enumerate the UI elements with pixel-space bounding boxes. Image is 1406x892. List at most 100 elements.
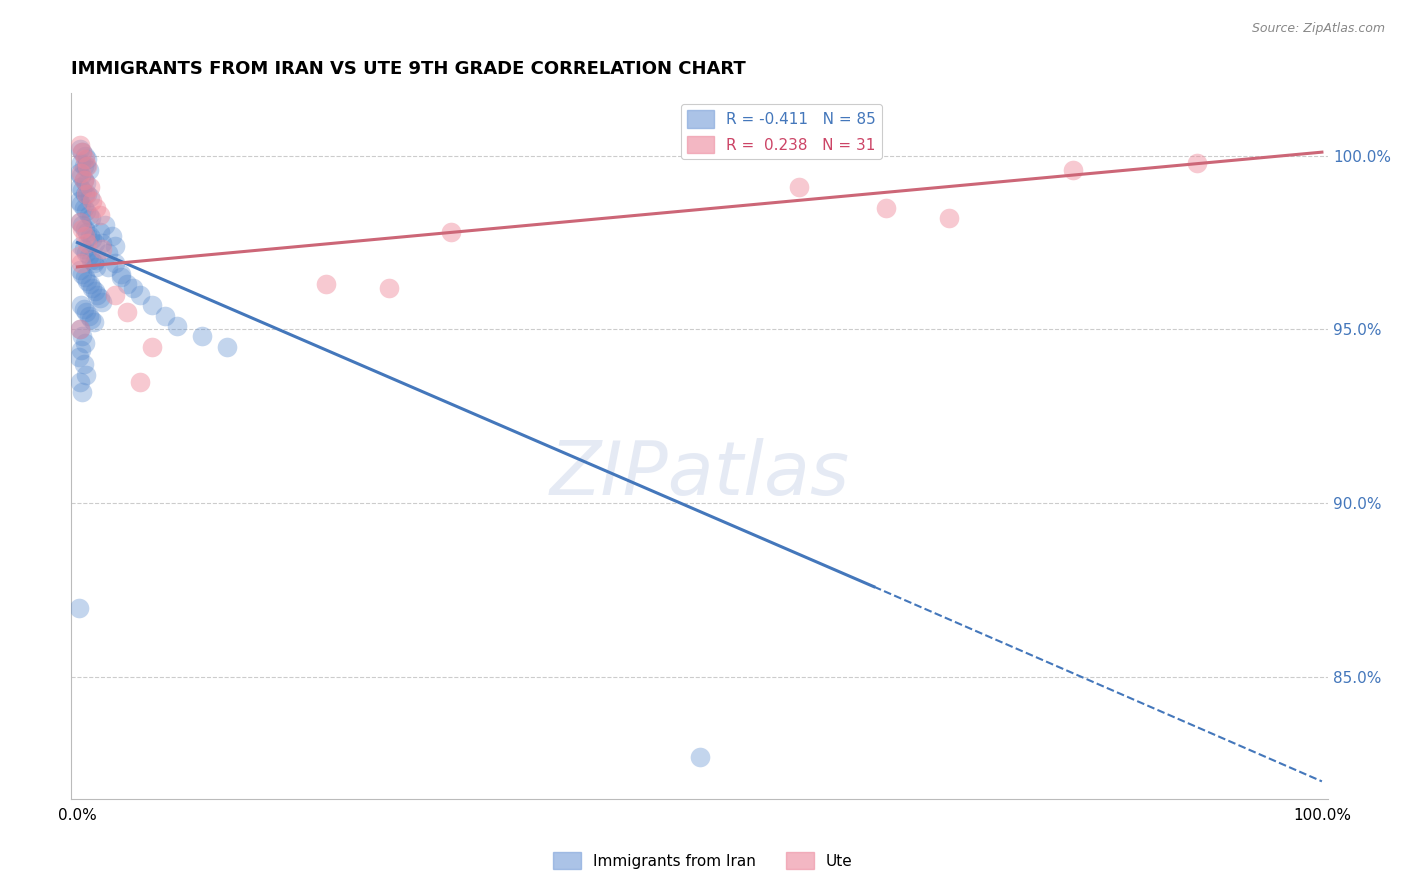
Point bbox=[104, 256, 127, 270]
Point bbox=[73, 336, 96, 351]
Point bbox=[89, 225, 111, 239]
Point bbox=[82, 281, 104, 295]
Point bbox=[67, 166, 90, 180]
Point bbox=[76, 225, 98, 239]
Point bbox=[75, 246, 97, 260]
Point bbox=[110, 270, 132, 285]
Point bbox=[83, 235, 105, 250]
Point bbox=[72, 183, 94, 197]
Point bbox=[73, 221, 96, 235]
Point bbox=[110, 267, 132, 281]
Point bbox=[70, 197, 93, 211]
Point bbox=[72, 357, 94, 371]
Point bbox=[191, 329, 214, 343]
Point bbox=[83, 284, 105, 298]
Text: Source: ZipAtlas.com: Source: ZipAtlas.com bbox=[1251, 22, 1385, 36]
Point bbox=[73, 228, 96, 243]
Point bbox=[75, 204, 97, 219]
Point bbox=[80, 312, 103, 326]
Point bbox=[70, 169, 93, 184]
Point bbox=[115, 277, 138, 292]
Text: ZIPatlas: ZIPatlas bbox=[550, 438, 849, 510]
Point bbox=[75, 368, 97, 382]
Point bbox=[75, 159, 97, 173]
Point bbox=[153, 309, 176, 323]
Point bbox=[67, 351, 90, 365]
Point bbox=[69, 138, 91, 153]
Point bbox=[80, 252, 103, 267]
Point bbox=[79, 180, 101, 194]
Point bbox=[72, 267, 94, 281]
Point bbox=[79, 277, 101, 292]
Point bbox=[72, 384, 94, 399]
Point bbox=[69, 215, 91, 229]
Point bbox=[94, 218, 117, 232]
Point bbox=[72, 218, 94, 232]
Legend: R = -0.411   N = 85, R =  0.238   N = 31: R = -0.411 N = 85, R = 0.238 N = 31 bbox=[681, 104, 882, 160]
Point bbox=[440, 225, 463, 239]
Point bbox=[97, 260, 120, 274]
Point bbox=[77, 309, 100, 323]
Point bbox=[72, 173, 94, 187]
Point bbox=[75, 186, 97, 201]
Point bbox=[77, 249, 100, 263]
Point bbox=[76, 159, 98, 173]
Point bbox=[79, 190, 101, 204]
Point bbox=[69, 263, 91, 277]
Point bbox=[72, 329, 94, 343]
Point bbox=[72, 145, 94, 160]
Point bbox=[73, 186, 96, 201]
Point bbox=[141, 340, 163, 354]
Point bbox=[70, 155, 93, 169]
Point bbox=[67, 249, 90, 263]
Point bbox=[875, 201, 897, 215]
Point bbox=[72, 159, 94, 173]
Point bbox=[69, 180, 91, 194]
Point bbox=[115, 305, 138, 319]
Point bbox=[91, 235, 114, 250]
Point bbox=[77, 162, 100, 177]
Point bbox=[69, 322, 91, 336]
Point bbox=[72, 173, 94, 187]
Point bbox=[1187, 155, 1209, 169]
Point bbox=[82, 232, 104, 246]
Point bbox=[104, 239, 127, 253]
Point bbox=[77, 208, 100, 222]
Point bbox=[72, 301, 94, 316]
Point bbox=[70, 166, 93, 180]
Point bbox=[73, 148, 96, 162]
Point bbox=[73, 152, 96, 166]
Legend: Immigrants from Iran, Ute: Immigrants from Iran, Ute bbox=[547, 846, 859, 875]
Point bbox=[76, 152, 98, 166]
Point bbox=[83, 256, 105, 270]
Point bbox=[89, 291, 111, 305]
Point bbox=[83, 316, 105, 330]
Point bbox=[91, 294, 114, 309]
Point bbox=[76, 186, 98, 201]
Point bbox=[787, 180, 810, 194]
Point bbox=[91, 243, 114, 257]
Point bbox=[122, 281, 145, 295]
Point bbox=[80, 211, 103, 226]
Point bbox=[84, 260, 107, 274]
Point bbox=[70, 256, 93, 270]
Point bbox=[84, 201, 107, 215]
Text: IMMIGRANTS FROM IRAN VS UTE 9TH GRADE CORRELATION CHART: IMMIGRANTS FROM IRAN VS UTE 9TH GRADE CO… bbox=[72, 60, 747, 78]
Point bbox=[75, 305, 97, 319]
Point bbox=[101, 228, 124, 243]
Point bbox=[76, 235, 98, 250]
Point bbox=[70, 298, 93, 312]
Point bbox=[84, 252, 107, 267]
Point bbox=[69, 375, 91, 389]
Point bbox=[97, 246, 120, 260]
Point bbox=[72, 243, 94, 257]
Point bbox=[377, 281, 399, 295]
Point bbox=[128, 375, 150, 389]
Point bbox=[938, 211, 960, 226]
Point bbox=[689, 750, 711, 764]
Point bbox=[67, 194, 90, 208]
Point bbox=[72, 145, 94, 160]
Point bbox=[69, 215, 91, 229]
Point bbox=[166, 318, 188, 333]
Point bbox=[69, 322, 91, 336]
